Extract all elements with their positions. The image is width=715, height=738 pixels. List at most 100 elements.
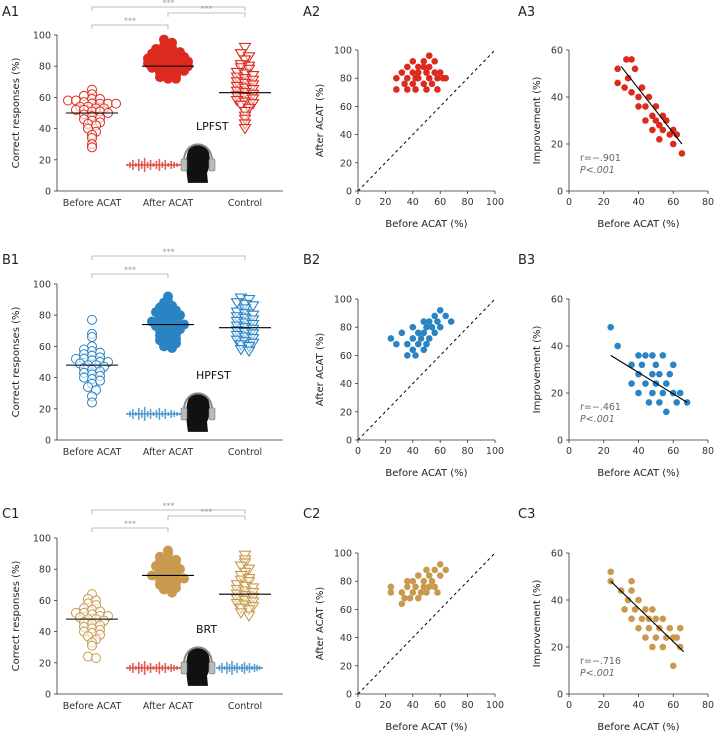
data-point: [428, 577, 436, 585]
data-point: [645, 399, 653, 406]
test-label: LPFST: [196, 120, 229, 133]
significance-label: ***: [124, 520, 136, 529]
significance-bracket: [91, 273, 169, 278]
panel-a1: A1 Correct responses (%) 0 20 40 60 80 100 Befor…: [2, 0, 283, 209]
data-point: [614, 65, 621, 73]
data-point: [635, 352, 642, 359]
data-point: [420, 583, 428, 591]
b2-y-tick-label: 40: [340, 379, 352, 390]
c1-y-tick-label: 20: [39, 658, 51, 669]
b2-y-tick-label: 0: [346, 436, 352, 447]
data-point: [414, 63, 422, 71]
y-axis-title: After ACAT (%): [315, 84, 326, 158]
data-point: [409, 80, 417, 88]
regression-line: [620, 66, 683, 145]
significance-bracket: [167, 515, 246, 520]
data-point: [420, 57, 428, 65]
data-point: [404, 63, 411, 71]
data-point: [414, 572, 422, 579]
b1-y-tick-label: 60: [39, 342, 51, 353]
headphone-right-cup: [208, 407, 216, 421]
data-point: [393, 74, 400, 82]
data-point: [398, 600, 406, 608]
b1-y-tick-label: 100: [33, 280, 51, 291]
significance-bracket: [167, 12, 246, 17]
c3-y-tick-label: 20: [551, 643, 563, 654]
panel-b1: B1 Correct responses (%) 0 20 40 60 80 100 Befor…: [2, 248, 283, 458]
significance-bracket: [91, 509, 246, 514]
data-point: [423, 589, 430, 596]
data-point: [425, 335, 433, 342]
data-point: [642, 380, 649, 387]
data-point: [431, 566, 439, 574]
category-label: Control: [228, 447, 262, 458]
data-point: [652, 634, 660, 641]
data-point: [414, 329, 422, 337]
data-point: [393, 340, 400, 348]
data-point: [409, 577, 417, 585]
y-axis-title: Correct responses (%): [11, 307, 22, 418]
data-point: [404, 74, 411, 82]
correlation-label: r=−.461: [580, 402, 621, 413]
data-point: [423, 86, 430, 93]
panel-label: A1: [2, 5, 19, 20]
data-point: [420, 577, 428, 585]
data-point: [645, 93, 653, 101]
data-point: [179, 573, 189, 584]
category-label: Control: [228, 701, 262, 712]
data-point: [642, 606, 649, 613]
panel-c1: C1 Correct responses (%) 0 20 40 60 80 100 Befor…: [2, 502, 283, 712]
data-point: [436, 572, 444, 579]
data-point: [659, 643, 667, 651]
data-point: [414, 340, 422, 348]
panel-b3: B3 Improvement (%) Before ACAT (%) 0 20 40 60 0…: [518, 253, 714, 479]
data-point: [434, 318, 441, 325]
a1-y-tick-label: 0: [45, 187, 51, 198]
category-label: Control: [228, 198, 262, 209]
data-point: [624, 596, 632, 604]
category-label: Before ACAT: [63, 701, 122, 712]
data-point: [425, 583, 433, 591]
data-point: [406, 594, 414, 602]
category-label: After ACAT: [143, 447, 194, 458]
data-point: [666, 131, 674, 138]
data-point: [387, 583, 395, 591]
data-point: [401, 80, 408, 88]
panel-label: A3: [518, 5, 535, 20]
a1-y-tick-label: 60: [39, 93, 51, 104]
data-point: [420, 318, 428, 325]
y-axis-title: After ACAT (%): [315, 587, 326, 661]
significance-bracket: [91, 527, 169, 532]
a2-x-tick-label: 80: [462, 197, 474, 208]
data-point: [425, 63, 433, 71]
x-axis-title: Before ACAT (%): [597, 722, 679, 733]
panel-c3: C3 Improvement (%) Before ACAT (%) 0 20 40 60 0…: [518, 507, 714, 733]
panel-label: C2: [303, 507, 320, 522]
data-point: [414, 594, 422, 602]
a2-y-tick-label: 20: [340, 158, 352, 169]
c1-y-tick-label: 40: [39, 627, 51, 638]
data-point: [171, 73, 181, 84]
data-point: [398, 329, 406, 337]
data-point: [425, 52, 433, 59]
headphone-left-cup: [180, 407, 188, 421]
data-point: [434, 74, 441, 82]
correlation-label: r=−.901: [580, 153, 621, 164]
c2-y-tick-label: 20: [340, 661, 352, 672]
c3-x-tick-label: 40: [632, 700, 644, 711]
data-point: [683, 399, 691, 406]
data-point: [425, 318, 433, 325]
data-point: [649, 643, 656, 651]
c3-x-tick-label: 0: [566, 700, 572, 711]
data-point: [87, 397, 97, 408]
regression-line: [610, 354, 688, 403]
data-point: [635, 370, 642, 378]
data-point: [79, 372, 89, 383]
c2-x-tick-label: 0: [355, 700, 361, 711]
data-point: [652, 615, 660, 623]
data-point: [425, 572, 433, 579]
a3-x-tick-label: 80: [702, 197, 714, 208]
a2-x-tick-label: 100: [486, 197, 504, 208]
c2-x-tick-label: 100: [486, 700, 504, 711]
data-point: [642, 634, 649, 641]
